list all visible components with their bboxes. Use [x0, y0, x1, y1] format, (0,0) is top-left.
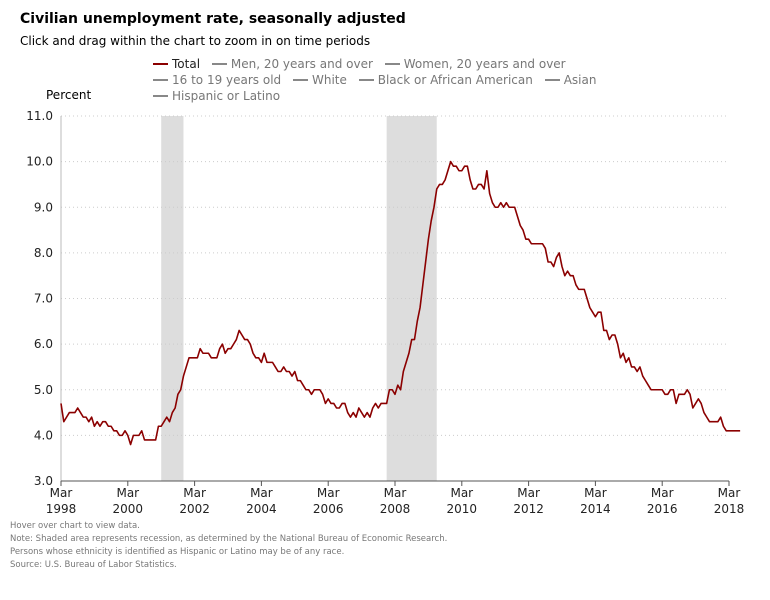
legend-swatch [153, 78, 168, 81]
x-tick-label-year: 2000 [113, 502, 144, 516]
legend-label: Total [172, 57, 201, 71]
x-tick-label-year: 2012 [513, 502, 544, 516]
legend-label: White [312, 73, 347, 87]
y-tick-label: 11.0 [26, 109, 53, 123]
x-tick-label-year: 2018 [714, 502, 745, 516]
chart-title: Civilian unemployment rate, seasonally a… [20, 11, 406, 27]
line-chart[interactable]: 3.0 4.0 5.0 6.0 7.0 8.0 9.0 10.0 11.0 Mar 1998 Mar 2… [0, 0, 770, 520]
legend-item-white[interactable]: White [293, 72, 347, 88]
legend-item-hispanic[interactable]: Hispanic or Latino [153, 88, 280, 104]
legend-label: Women, 20 years and over [403, 57, 566, 71]
y-tick-label: 5.0 [34, 383, 53, 397]
y-tick-label: 7.0 [34, 292, 53, 306]
footnote-hispanic: Persons whose ethnicity is identified as… [10, 547, 345, 557]
x-tick-label-year: 2004 [246, 502, 277, 516]
y-tick-label: 9.0 [34, 200, 53, 214]
footnote-recession: Note: Shaded area represents recession, … [10, 534, 448, 544]
x-tick-label-year: 2002 [179, 502, 210, 516]
legend-item-16-to-19[interactable]: 16 to 19 years old [153, 72, 281, 88]
legend-swatch [358, 78, 374, 81]
legend-label: Asian [563, 73, 597, 87]
x-tick-label-year: 2006 [313, 502, 344, 516]
legend-item-asian[interactable]: Asian [544, 72, 597, 88]
y-tick-label: 3.0 [34, 474, 53, 488]
x-tick-label-year: 2016 [647, 502, 678, 516]
x-tick-label-month: Mar [183, 486, 206, 500]
legend-swatch [211, 62, 227, 65]
legend-item-men-20-over[interactable]: Men, 20 years and over [211, 56, 373, 72]
x-tick-label-month: Mar [584, 486, 607, 500]
legend-swatch [153, 62, 168, 65]
y-tick-label: 8.0 [34, 246, 53, 260]
legend-item-black[interactable]: Black or African American [358, 72, 533, 88]
legend-label: Black or African American [377, 73, 533, 87]
legend-swatch [153, 94, 168, 97]
x-tick-label-month: Mar [517, 486, 540, 500]
x-tick-label-month: Mar [651, 486, 674, 500]
legend-label: Hispanic or Latino [172, 89, 281, 103]
x-tick-label-year: 2014 [580, 502, 611, 516]
footnote-hover: Hover over chart to view data. [10, 521, 140, 531]
x-tick-label-year: 1998 [46, 502, 77, 516]
y-tick-label: 10.0 [26, 155, 53, 169]
recession-band [386, 116, 437, 481]
x-tick-label-month: Mar [250, 486, 273, 500]
series-line-total[interactable] [60, 160, 741, 446]
x-tick-label-month: Mar [718, 486, 741, 500]
x-tick-label-month: Mar [450, 486, 473, 500]
x-tick-label-month: Mar [317, 486, 340, 500]
legend-swatch [293, 78, 308, 81]
x-tick-label-year: 2010 [447, 502, 478, 516]
legend-item-total[interactable]: Total [153, 56, 200, 72]
recession-band [161, 116, 184, 481]
legend: Total Men, 20 years and over Women, 20 y… [153, 56, 623, 104]
footnote-source: Source: U.S. Bureau of Labor Statistics. [10, 560, 177, 570]
legend-swatch [384, 62, 400, 65]
legend-item-women-20-over[interactable]: Women, 20 years and over [384, 56, 566, 72]
x-tick-label-year: 2008 [380, 502, 411, 516]
y-axis-label: Percent [46, 88, 92, 102]
x-tick-label-month: Mar [116, 486, 139, 500]
y-tick-label: 4.0 [34, 428, 53, 442]
x-tick-label-month: Mar [50, 486, 73, 500]
legend-swatch [544, 78, 560, 81]
legend-label: 16 to 19 years old [172, 73, 282, 87]
legend-label: Men, 20 years and over [230, 57, 373, 71]
footnotes: Hover over chart to view data. Note: Sha… [10, 520, 447, 572]
x-tick-label-month: Mar [384, 486, 407, 500]
y-tick-label: 6.0 [34, 337, 53, 351]
chart-subtitle: Click and drag within the chart to zoom … [20, 34, 371, 48]
